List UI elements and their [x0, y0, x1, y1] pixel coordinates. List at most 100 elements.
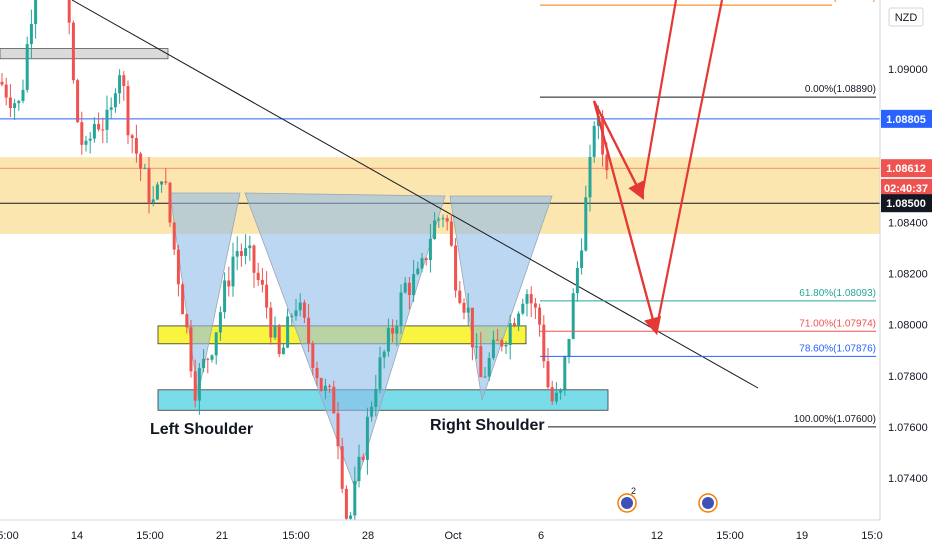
candle-body [290, 316, 294, 318]
candle-body [500, 340, 504, 347]
candles-layer [0, 0, 609, 531]
candle-body [298, 302, 302, 311]
fib-label: 71.00%(1.07974) [799, 318, 876, 329]
fib-level[interactable]: 78.60%(1.07876) [540, 343, 876, 357]
event-count: 2 [631, 486, 636, 496]
candle-body [428, 239, 432, 261]
candle-body [231, 256, 235, 287]
candle [197, 362, 201, 415]
candle [244, 234, 248, 265]
candle [231, 242, 235, 297]
candle [311, 340, 315, 376]
candle [538, 303, 542, 337]
candle-body [235, 251, 239, 257]
fib-level[interactable]: 0.00%(1.08890) [540, 84, 876, 98]
candle-body [403, 282, 407, 293]
candle-body [13, 103, 17, 109]
candle-body [445, 218, 449, 222]
candle-body [307, 317, 311, 344]
fib-level[interactable]: 61.80%(1.08093) [540, 288, 876, 302]
candle [139, 151, 143, 181]
candle [462, 298, 466, 320]
candle [130, 133, 134, 154]
candle-body [487, 358, 491, 377]
candle-body [118, 75, 122, 94]
candle-body [134, 138, 138, 154]
event-markers[interactable]: 2 [617, 486, 718, 513]
candle-body [281, 347, 285, 355]
fib-label: 0.00%(1.08890) [805, 84, 876, 95]
candle [134, 124, 138, 163]
price-badge: 1.08500 [881, 194, 932, 213]
candle-body [353, 481, 357, 516]
candle-body [349, 515, 353, 519]
candle-body [92, 123, 96, 139]
candle-body [559, 389, 563, 393]
candle-body [101, 129, 105, 131]
candle [399, 284, 403, 334]
candle [487, 352, 491, 382]
candle [80, 111, 84, 155]
candle [504, 341, 508, 355]
candle [67, 0, 71, 35]
candle-body [605, 154, 609, 171]
candle-body [139, 153, 143, 169]
candle-body [269, 307, 273, 338]
candle-body [126, 86, 130, 136]
candle-body [105, 109, 109, 130]
fibonacci-retracement[interactable]: -27.00%(1.09250) 0.00%(1.08890) 61.80%(1.0… [540, 0, 876, 428]
candle [302, 299, 306, 324]
time-tick: 12 [651, 530, 663, 542]
candle [307, 304, 311, 353]
currency-badge[interactable]: NZD [888, 7, 924, 27]
candle [172, 221, 176, 256]
candle [336, 402, 340, 460]
price-axis[interactable]: 1.090001.086001.084001.082001.080001.078… [879, 0, 932, 550]
candle-body [479, 346, 483, 378]
candle [160, 181, 164, 193]
candle [563, 355, 567, 396]
candle-body [206, 358, 210, 360]
event-marker[interactable] [698, 493, 718, 513]
candle [529, 286, 533, 318]
head-and-shoulders-pattern [169, 192, 553, 490]
candle-body [311, 343, 315, 368]
time-axis[interactable]: 5:00 14 15:00 21 15:00 28 Oct 6 12 15:00 19 15:0 [0, 519, 883, 550]
candle [8, 84, 12, 118]
candle-body [538, 307, 542, 325]
candle [286, 308, 290, 349]
candle-body [340, 446, 344, 489]
candle [559, 388, 563, 400]
price-tick: 1.07400 [888, 473, 928, 485]
price-tick: 1.08200 [888, 269, 928, 281]
time-tick: Oct [444, 530, 461, 542]
candle [202, 348, 206, 373]
fib-level[interactable]: 71.00%(1.07974) [540, 318, 876, 332]
candle [277, 324, 281, 358]
fib-level[interactable]: 100.00%(1.07600) [548, 414, 876, 428]
candle-body [386, 327, 390, 352]
candle [323, 378, 327, 400]
candle [382, 349, 386, 369]
candle [437, 216, 441, 228]
candle [407, 277, 411, 310]
candle-body [181, 284, 185, 315]
candle-body [508, 323, 512, 346]
candle-body [160, 181, 164, 185]
candle-body [420, 258, 424, 269]
candle-body [273, 326, 277, 338]
price-axis-bg [880, 0, 932, 550]
candle-body [202, 358, 206, 369]
candle-body [302, 302, 306, 318]
event-marker[interactable]: 2 [617, 486, 637, 513]
candle-body [504, 345, 508, 347]
projection-arrow-head-2 [592, 100, 662, 336]
candle-body [454, 245, 458, 291]
fib-label: 61.80%(1.08093) [799, 288, 876, 299]
candle-body [563, 356, 567, 390]
candle-body [197, 368, 201, 401]
fib-level[interactable]: -27.00%(1.09250) [540, 0, 876, 6]
candle-body [391, 327, 395, 334]
